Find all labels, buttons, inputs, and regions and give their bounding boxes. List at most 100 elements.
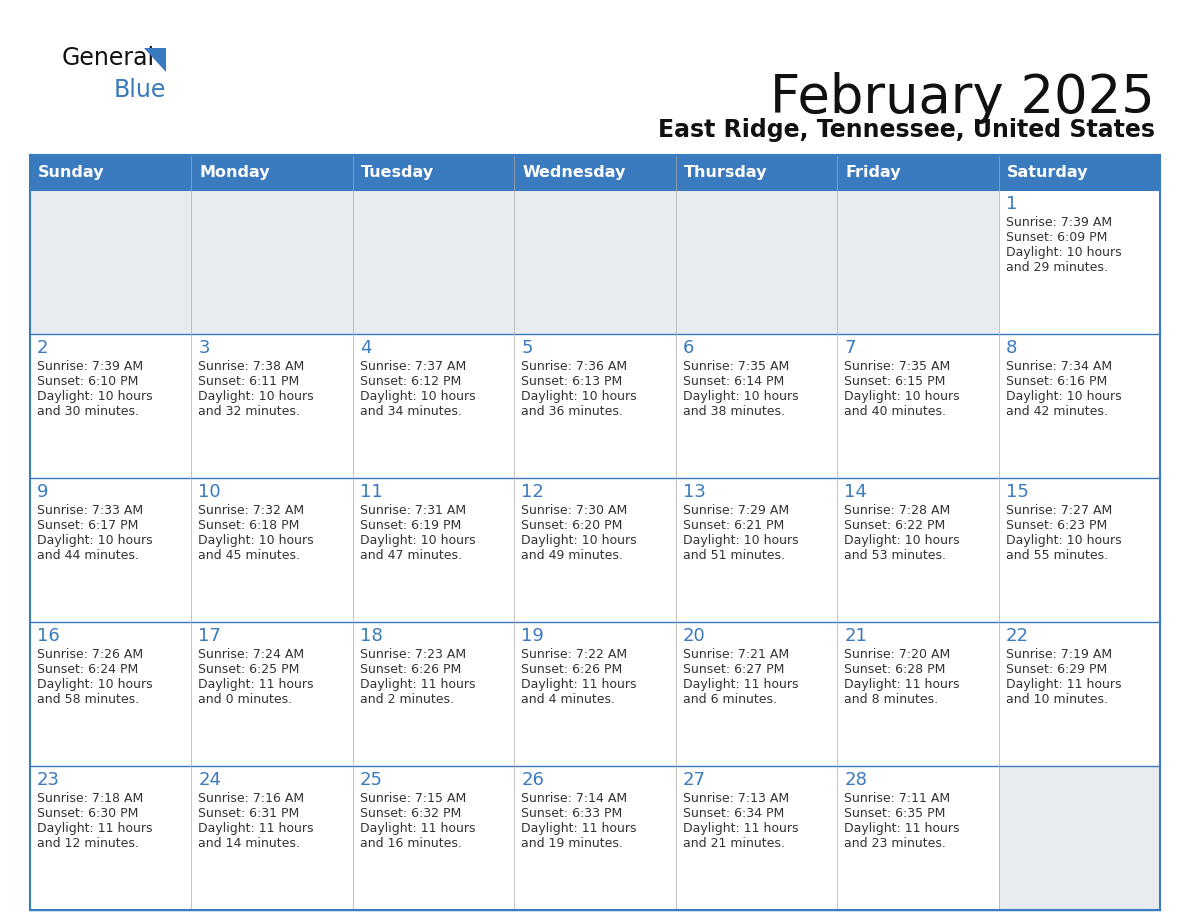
Text: Daylight: 10 hours: Daylight: 10 hours: [360, 390, 475, 403]
Text: Sunrise: 7:20 AM: Sunrise: 7:20 AM: [845, 648, 950, 661]
Text: 26: 26: [522, 771, 544, 789]
Text: Daylight: 11 hours: Daylight: 11 hours: [37, 822, 152, 835]
Text: 8: 8: [1005, 339, 1017, 357]
Text: February 2025: February 2025: [770, 72, 1155, 124]
Text: Daylight: 10 hours: Daylight: 10 hours: [1005, 390, 1121, 403]
Bar: [838, 622, 999, 766]
Text: Daylight: 10 hours: Daylight: 10 hours: [522, 390, 637, 403]
Text: Sunrise: 7:37 AM: Sunrise: 7:37 AM: [360, 360, 466, 373]
Text: Daylight: 10 hours: Daylight: 10 hours: [1005, 246, 1121, 259]
Text: Sunrise: 7:11 AM: Sunrise: 7:11 AM: [845, 792, 950, 805]
Text: Sunset: 6:25 PM: Sunset: 6:25 PM: [198, 663, 299, 676]
Text: and 21 minutes.: and 21 minutes.: [683, 837, 784, 850]
Bar: [191, 190, 353, 334]
Text: Sunrise: 7:13 AM: Sunrise: 7:13 AM: [683, 792, 789, 805]
Text: Sunset: 6:09 PM: Sunset: 6:09 PM: [1005, 231, 1107, 244]
Text: 20: 20: [683, 627, 706, 645]
Text: and 8 minutes.: and 8 minutes.: [845, 693, 939, 706]
Text: 21: 21: [845, 627, 867, 645]
Bar: [353, 766, 514, 910]
Bar: [676, 478, 838, 622]
Text: and 10 minutes.: and 10 minutes.: [1005, 693, 1107, 706]
Text: Sunset: 6:35 PM: Sunset: 6:35 PM: [845, 807, 946, 820]
Text: Daylight: 11 hours: Daylight: 11 hours: [198, 822, 314, 835]
Text: Sunset: 6:21 PM: Sunset: 6:21 PM: [683, 519, 784, 532]
Text: 11: 11: [360, 483, 383, 501]
Text: Sunset: 6:15 PM: Sunset: 6:15 PM: [845, 375, 946, 388]
Text: Sunrise: 7:27 AM: Sunrise: 7:27 AM: [1005, 504, 1112, 517]
Text: Sunrise: 7:15 AM: Sunrise: 7:15 AM: [360, 792, 466, 805]
Text: Sunset: 6:23 PM: Sunset: 6:23 PM: [1005, 519, 1107, 532]
Text: Tuesday: Tuesday: [361, 165, 434, 180]
Text: and 0 minutes.: and 0 minutes.: [198, 693, 292, 706]
Text: Sunrise: 7:38 AM: Sunrise: 7:38 AM: [198, 360, 304, 373]
Bar: [30, 155, 1159, 910]
Text: Daylight: 10 hours: Daylight: 10 hours: [37, 678, 152, 691]
Text: 14: 14: [845, 483, 867, 501]
Text: Sunrise: 7:36 AM: Sunrise: 7:36 AM: [522, 360, 627, 373]
Text: Sunrise: 7:14 AM: Sunrise: 7:14 AM: [522, 792, 627, 805]
Text: 4: 4: [360, 339, 372, 357]
Text: Sunset: 6:26 PM: Sunset: 6:26 PM: [360, 663, 461, 676]
Bar: [353, 334, 514, 478]
Text: Sunset: 6:22 PM: Sunset: 6:22 PM: [845, 519, 946, 532]
Text: Sunrise: 7:35 AM: Sunrise: 7:35 AM: [683, 360, 789, 373]
Text: Sunrise: 7:34 AM: Sunrise: 7:34 AM: [1005, 360, 1112, 373]
Text: 16: 16: [37, 627, 59, 645]
Bar: [999, 766, 1159, 910]
Text: Wednesday: Wednesday: [523, 165, 626, 180]
Text: Sunrise: 7:35 AM: Sunrise: 7:35 AM: [845, 360, 950, 373]
Text: Sunset: 6:13 PM: Sunset: 6:13 PM: [522, 375, 623, 388]
Text: Sunset: 6:32 PM: Sunset: 6:32 PM: [360, 807, 461, 820]
Text: 25: 25: [360, 771, 383, 789]
Text: Sunrise: 7:28 AM: Sunrise: 7:28 AM: [845, 504, 950, 517]
Text: Sunday: Sunday: [38, 165, 105, 180]
Text: Sunset: 6:27 PM: Sunset: 6:27 PM: [683, 663, 784, 676]
Text: Sunrise: 7:39 AM: Sunrise: 7:39 AM: [1005, 216, 1112, 229]
Text: Sunset: 6:12 PM: Sunset: 6:12 PM: [360, 375, 461, 388]
Bar: [191, 334, 353, 478]
Bar: [191, 766, 353, 910]
Text: Sunrise: 7:31 AM: Sunrise: 7:31 AM: [360, 504, 466, 517]
Text: Daylight: 10 hours: Daylight: 10 hours: [360, 534, 475, 547]
Bar: [999, 190, 1159, 334]
Bar: [353, 190, 514, 334]
Bar: [30, 622, 191, 766]
Text: Daylight: 10 hours: Daylight: 10 hours: [198, 390, 314, 403]
Bar: [191, 478, 353, 622]
Text: and 19 minutes.: and 19 minutes.: [522, 837, 624, 850]
Text: 19: 19: [522, 627, 544, 645]
Text: Daylight: 11 hours: Daylight: 11 hours: [683, 678, 798, 691]
Text: and 42 minutes.: and 42 minutes.: [1005, 405, 1107, 418]
Text: Sunrise: 7:16 AM: Sunrise: 7:16 AM: [198, 792, 304, 805]
Text: East Ridge, Tennessee, United States: East Ridge, Tennessee, United States: [658, 118, 1155, 142]
Text: and 58 minutes.: and 58 minutes.: [37, 693, 139, 706]
Text: Daylight: 10 hours: Daylight: 10 hours: [683, 534, 798, 547]
Text: and 40 minutes.: and 40 minutes.: [845, 405, 946, 418]
Text: Sunset: 6:16 PM: Sunset: 6:16 PM: [1005, 375, 1107, 388]
Text: Daylight: 10 hours: Daylight: 10 hours: [198, 534, 314, 547]
Polygon shape: [144, 48, 166, 72]
Bar: [676, 190, 838, 334]
Text: and 53 minutes.: and 53 minutes.: [845, 549, 946, 562]
Text: Daylight: 10 hours: Daylight: 10 hours: [845, 534, 960, 547]
Bar: [999, 622, 1159, 766]
Text: and 49 minutes.: and 49 minutes.: [522, 549, 624, 562]
Text: Monday: Monday: [200, 165, 270, 180]
Text: Sunset: 6:11 PM: Sunset: 6:11 PM: [198, 375, 299, 388]
Text: and 51 minutes.: and 51 minutes.: [683, 549, 785, 562]
Text: 1: 1: [1005, 195, 1017, 213]
Bar: [838, 334, 999, 478]
Bar: [30, 766, 191, 910]
Bar: [514, 766, 676, 910]
Text: Daylight: 11 hours: Daylight: 11 hours: [522, 678, 637, 691]
Text: Sunrise: 7:33 AM: Sunrise: 7:33 AM: [37, 504, 143, 517]
Text: 22: 22: [1005, 627, 1029, 645]
Text: Sunset: 6:10 PM: Sunset: 6:10 PM: [37, 375, 138, 388]
Text: Daylight: 11 hours: Daylight: 11 hours: [198, 678, 314, 691]
Text: Sunset: 6:19 PM: Sunset: 6:19 PM: [360, 519, 461, 532]
Text: 6: 6: [683, 339, 694, 357]
Text: Sunset: 6:33 PM: Sunset: 6:33 PM: [522, 807, 623, 820]
Text: General: General: [62, 46, 156, 70]
Text: and 36 minutes.: and 36 minutes.: [522, 405, 624, 418]
